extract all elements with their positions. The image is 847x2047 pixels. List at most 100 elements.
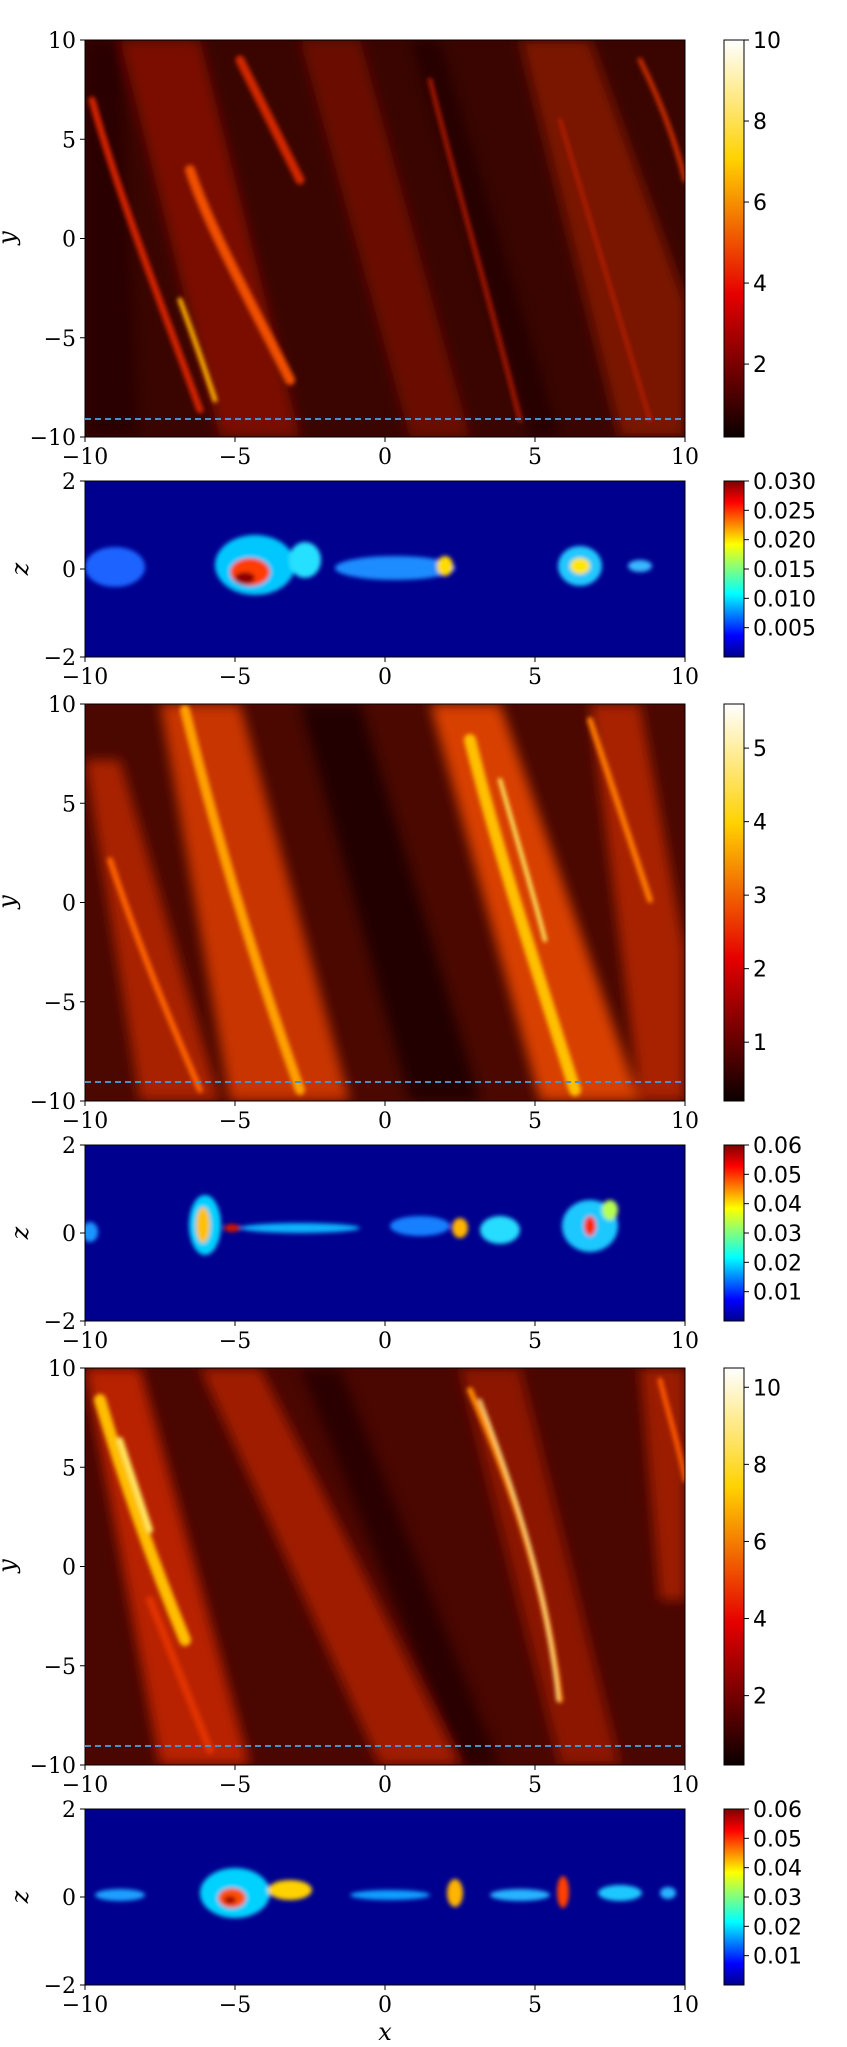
colorbar-tick-label: 2 — [753, 1685, 767, 1710]
colorbar-ticks: 2 4 6 8 10 — [744, 29, 781, 378]
y-tick-label: −5 — [44, 1655, 76, 1680]
z-ticks: −2 0 2 — [44, 470, 85, 671]
y-tick-label: 0 — [62, 1556, 76, 1581]
y-tick-label: 0 — [62, 1222, 76, 1247]
colorbar-tick-label: 8 — [753, 1453, 767, 1478]
colorbar-ticks: 1 2 3 4 5 — [744, 737, 767, 1056]
x-ticks: −10 −5 0 5 10 — [62, 1101, 699, 1134]
slice-map-2 — [85, 1145, 685, 1321]
y-tick-label: −10 — [30, 1090, 76, 1115]
x-tick-label: −10 — [62, 1329, 108, 1354]
colorbar-tick-label: 10 — [753, 29, 781, 54]
colorbar-tick-label: 0.04 — [753, 1193, 802, 1218]
colorbar-tick-label: 6 — [753, 1530, 767, 1555]
x-tick-label: 5 — [528, 1993, 542, 2018]
y-tick-label: 0 — [62, 228, 76, 253]
x-tick-label: −10 — [62, 445, 108, 470]
z-axis-label: z — [6, 1890, 34, 1904]
colorbar: 1 2 3 4 5 — [723, 703, 767, 1102]
y-ticks: −10 −5 0 5 10 — [30, 693, 85, 1115]
colorbar-tick-label: 4 — [753, 811, 767, 836]
colorbar-tick-label: 0.06 — [753, 1798, 802, 1823]
y-tick-label: 10 — [48, 693, 76, 718]
x-tick-label: −10 — [62, 1109, 108, 1134]
x-axis-label: x — [378, 2018, 392, 2046]
colorbar: 2 4 6 8 10 — [723, 29, 781, 438]
colorbar-tick-label: 3 — [753, 884, 767, 909]
x-tick-label: −5 — [219, 1773, 251, 1798]
y-tick-label: 0 — [62, 558, 76, 583]
y-tick-label: −2 — [44, 1974, 76, 1999]
y-tick-label: 5 — [62, 792, 76, 817]
colorbar-tick-label: 0.01 — [753, 1945, 802, 1970]
x-tick-label: −5 — [219, 1993, 251, 2018]
x-tick-label: 10 — [671, 1329, 699, 1354]
colorbar-tick-label: 5 — [753, 737, 767, 762]
x-tick-label: 10 — [671, 445, 699, 470]
y-axis-label: y — [0, 1559, 21, 1574]
colorbar-tick-label: 0.03 — [753, 1886, 802, 1911]
y-ticks: −10 −5 0 5 10 — [30, 29, 85, 451]
x-tick-label: −10 — [62, 1993, 108, 2018]
x-ticks: −10 −5 0 5 10 — [62, 657, 699, 690]
y-axis-label: y — [0, 895, 21, 910]
colorbar-tick-label: 2 — [753, 353, 767, 378]
x-tick-label: 5 — [528, 445, 542, 470]
density-map-1 — [85, 40, 685, 437]
density-map-2 — [85, 704, 685, 1101]
z-ticks: −2 0 2 — [44, 1134, 85, 1335]
x-tick-label: 0 — [378, 1993, 392, 2018]
x-tick-label: 10 — [671, 1773, 699, 1798]
y-ticks: −10 −5 0 5 10 — [30, 1357, 85, 1779]
y-tick-label: 0 — [62, 1886, 76, 1911]
colorbar-tick-label: 0.04 — [753, 1857, 802, 1882]
y-tick-label: 2 — [62, 470, 76, 495]
density-panel-1: −10 −5 0 5 10 −10 −5 0 5 10 y 2 4 6 8 10 — [0, 29, 781, 470]
x-tick-label: 5 — [528, 665, 542, 690]
x-tick-label: −10 — [62, 665, 108, 690]
y-tick-label: −2 — [44, 1310, 76, 1335]
y-tick-label: −10 — [30, 1754, 76, 1779]
y-tick-label: −5 — [44, 991, 76, 1016]
colorbar-ticks: 0.01 0.02 0.03 0.04 0.05 0.06 — [744, 1134, 802, 1306]
x-tick-label: 10 — [671, 665, 699, 690]
colorbar-tick-label: 0.05 — [753, 1163, 802, 1188]
x-tick-label: −5 — [219, 445, 251, 470]
colorbar-tick-label: 0.01 — [753, 1281, 802, 1306]
y-tick-label: −2 — [44, 646, 76, 671]
colorbar: 0.005 0.010 0.015 0.020 0.025 0.030 — [723, 470, 816, 658]
x-tick-label: 10 — [671, 1993, 699, 2018]
x-tick-label: 0 — [378, 1109, 392, 1134]
x-tick-label: 0 — [378, 445, 392, 470]
x-ticks: −10 −5 0 5 10 — [62, 1321, 699, 1354]
colorbar-tick-label: 1 — [753, 1031, 767, 1056]
density-panel-2: −10 −5 0 5 10 −10 −5 0 5 10 y 1 2 3 4 5 — [0, 693, 767, 1134]
x-tick-label: 0 — [378, 665, 392, 690]
colorbar-tick-label: 0.020 — [753, 529, 816, 554]
y-tick-label: 10 — [48, 1357, 76, 1382]
z-axis-label: z — [6, 1226, 34, 1240]
colorbar: 0.01 0.02 0.03 0.04 0.05 0.06 — [723, 1134, 802, 1322]
colorbar: 2 4 6 8 10 — [723, 1367, 781, 1766]
y-tick-label: 10 — [48, 29, 76, 54]
colorbar-tick-label: 0.030 — [753, 470, 816, 495]
colorbar-tick-label: 4 — [753, 272, 767, 297]
z-axis-label: z — [6, 562, 34, 576]
y-tick-label: 0 — [62, 892, 76, 917]
x-tick-label: −5 — [219, 665, 251, 690]
y-axis-label: y — [0, 231, 21, 246]
x-tick-label: 5 — [528, 1773, 542, 1798]
colorbar-tick-label: 0.06 — [753, 1134, 802, 1159]
slice-panel-1: −10 −5 0 5 10 −202 z 0.0050.0100.0150.0200.0… — [6, 470, 816, 690]
x-tick-label: −10 — [62, 1773, 108, 1798]
x-ticks: −10 −5 0 5 10 — [62, 437, 699, 470]
x-tick-label: 5 — [528, 1329, 542, 1354]
y-tick-label: 5 — [62, 1456, 76, 1481]
x-tick-label: 0 — [378, 1773, 392, 1798]
colorbar: 0.01 0.02 0.03 0.04 0.05 0.06 — [723, 1798, 802, 1986]
colorbar-tick-label: 0.03 — [753, 1222, 802, 1247]
colorbar-tick-label: 0.025 — [753, 499, 816, 524]
x-tick-label: −5 — [219, 1109, 251, 1134]
y-tick-label: 5 — [62, 128, 76, 153]
y-tick-label: −10 — [30, 426, 76, 451]
